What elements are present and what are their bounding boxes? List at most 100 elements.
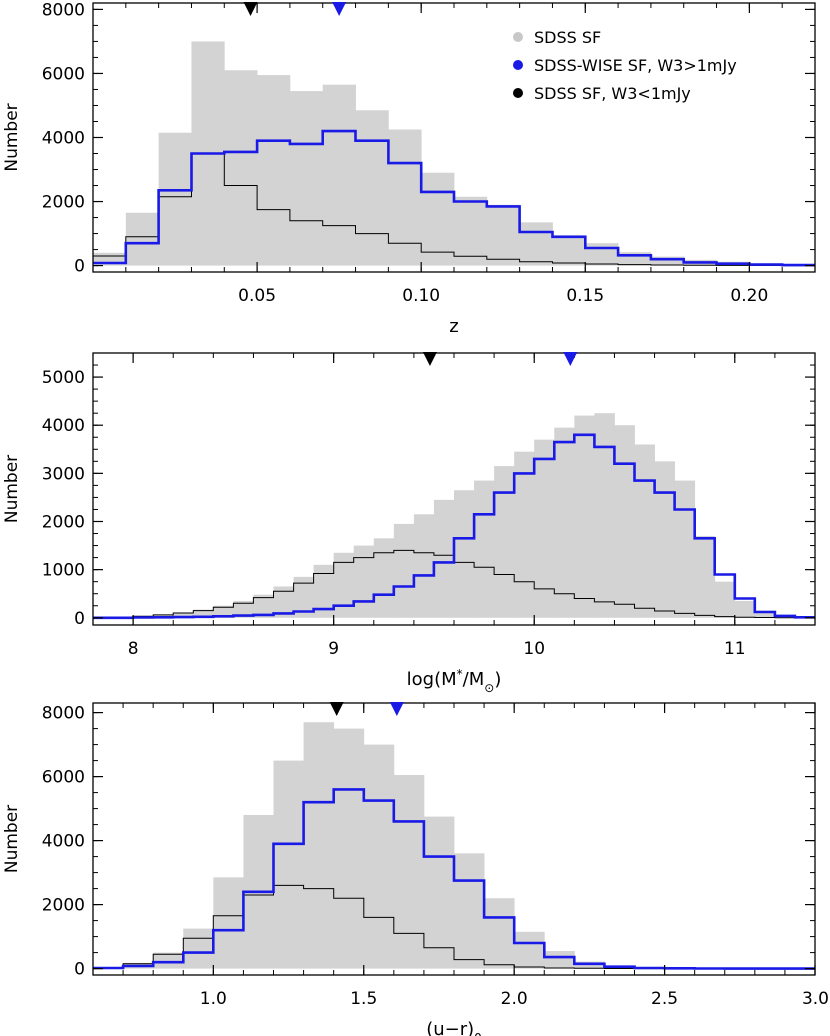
histogram-bar (585, 243, 619, 266)
legend-label-wise: SDSS-WISE SF, W3>1mJy (534, 56, 737, 75)
histogram-bar (494, 466, 515, 618)
histogram-bar (474, 480, 495, 618)
y-tick-label: 2000 (42, 512, 85, 532)
histogram-bar (388, 129, 422, 266)
y-tick-label: 6000 (42, 64, 85, 84)
histogram-bar (634, 444, 655, 618)
histogram-bar (486, 204, 521, 266)
histogram-bar (393, 775, 425, 969)
histogram-bar (253, 594, 274, 618)
x-axis-label: z (449, 316, 458, 337)
histogram-bar (273, 586, 294, 618)
histogram-bar (519, 222, 553, 266)
histogram-bar (257, 75, 291, 266)
histogram-bar (333, 728, 365, 969)
wise-step-line (93, 433, 815, 620)
x-tick-label: 1.5 (350, 989, 377, 1009)
histogram-bar (694, 535, 716, 618)
x-axis-label-part: log(M (407, 669, 457, 690)
y-axis-label: Number (2, 805, 22, 873)
y-tick-label: 0 (74, 609, 85, 629)
histogram-bar (158, 132, 192, 266)
x-axis-label-part: /M (463, 669, 485, 690)
legend-label-sdss: SDSS SF (534, 28, 601, 47)
x-tick-label: 0.15 (566, 286, 604, 306)
legend-marker-faint (513, 88, 523, 98)
y-tick-label: 1000 (42, 561, 85, 581)
histogram-bar (393, 523, 415, 618)
legend-label-faint: SDSS SF, W3<1mJy (534, 84, 691, 103)
faint-step-line (93, 153, 815, 267)
histogram-bar (594, 413, 615, 618)
histogram-bar (554, 427, 575, 618)
histogram-bar (754, 610, 776, 618)
median-marker-triangle (389, 702, 404, 716)
x-tick-label: 10 (523, 639, 545, 659)
median-marker-triangle (329, 702, 344, 716)
histogram-bar (574, 415, 595, 618)
histogram-bar (289, 91, 324, 266)
median-marker-triangle (332, 2, 347, 16)
y-tick-label: 3000 (42, 464, 85, 484)
histogram-bar (534, 439, 555, 618)
histogram-bar (454, 196, 488, 266)
histogram-bar (233, 600, 254, 618)
y-tick-label: 2000 (42, 896, 85, 916)
histogram-bar (173, 612, 194, 618)
histogram-bar (224, 70, 258, 266)
histogram-bar (484, 898, 515, 969)
x-tick-label: 3.0 (802, 989, 829, 1009)
histogram-bar (734, 600, 756, 618)
histogram-bar (213, 877, 244, 969)
y-tick-label: 8000 (42, 704, 85, 724)
histogram-bar (654, 461, 676, 618)
wise-step-line (93, 129, 815, 267)
histogram-bar (355, 110, 389, 266)
legend-marker-sdss (513, 32, 523, 42)
histogram-bar (153, 952, 184, 969)
legend: SDSS SF SDSS-WISE SF, W3>1mJy SDSS SF, W… (513, 28, 737, 103)
histogram-bar (552, 235, 586, 266)
x-tick-label: 0.10 (402, 286, 440, 306)
panel-stellar-mass: 0 1000 2000 3000 4000 5000 8 9 10 11 Number log(M*/… (2, 352, 816, 695)
histogram-bar (373, 538, 395, 618)
histogram-bar (303, 722, 335, 969)
histogram-bar (293, 576, 315, 618)
histogram-bar (650, 256, 685, 266)
histogram-bar (514, 451, 535, 618)
histogram-bar (433, 499, 455, 618)
histogram-bar (674, 480, 696, 618)
y-axis-label: Number (2, 103, 22, 171)
x-tick-label: 0.05 (238, 286, 276, 306)
x-axis-label-part: ) (494, 669, 501, 690)
x-tick-label: 9 (328, 639, 339, 659)
x-axis-label: log(M*/M⊙) (407, 667, 502, 695)
histogram-bar (454, 853, 485, 969)
x-tick-label: 1.0 (200, 989, 227, 1009)
x-tick-label: 2.0 (501, 989, 528, 1009)
histogram-bar (714, 581, 736, 618)
histogram-bar (421, 172, 455, 266)
y-tick-label: 5000 (42, 368, 85, 388)
panel-color: 0 2000 4000 6000 8000 1.0 1.5 2.0 2.5 3.0 Number (u… (2, 702, 829, 1036)
x-tick-label: 8 (128, 639, 139, 659)
y-tick-label: 0 (74, 257, 85, 277)
y-tick-label: 6000 (42, 768, 85, 788)
y-tick-label: 4000 (42, 129, 85, 149)
histogram-bar (363, 744, 395, 969)
x-axis-label-part: (u−r) (426, 1019, 474, 1036)
histogram-bar (322, 84, 356, 266)
median-marker-triangle (563, 352, 578, 366)
x-tick-label: 11 (724, 639, 746, 659)
x-axis-label-part: 0 (474, 1031, 482, 1036)
histogram-bar (333, 552, 355, 618)
histogram-bar (614, 425, 635, 618)
y-tick-label: 0 (74, 960, 85, 980)
histogram-bar (423, 816, 455, 969)
histogram-bar (544, 951, 575, 969)
x-tick-label: 2.5 (651, 989, 678, 1009)
histogram-bar (273, 760, 304, 969)
x-axis-label-part: ⊙ (484, 681, 494, 695)
median-marker-triangle (243, 2, 258, 16)
